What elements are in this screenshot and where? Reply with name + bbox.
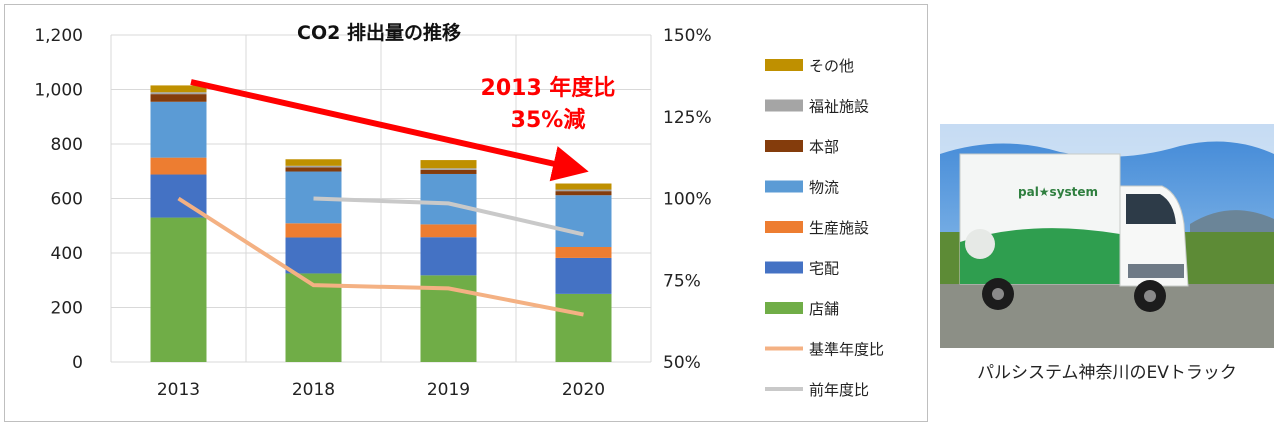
bar-segment xyxy=(420,168,477,170)
bar-segment xyxy=(285,165,342,168)
bar-segment xyxy=(150,85,207,93)
legend-label: 店舗 xyxy=(809,300,839,318)
bar-segment xyxy=(555,183,612,190)
bar-segment xyxy=(420,224,477,238)
legend-swatch xyxy=(765,59,803,71)
legend-swatch xyxy=(765,140,803,152)
bar-segment xyxy=(555,189,612,192)
bar-segment xyxy=(420,173,477,225)
legend-label: 宅配 xyxy=(809,260,839,278)
y2-tick-label: 50% xyxy=(663,353,701,373)
photo-caption: パルシステム神奈川のEVトラック xyxy=(977,363,1237,383)
legend-swatch xyxy=(765,99,803,112)
chart-frame: 0 200 400 600 800 1,000 1,200 50% 75% 100% 125% 150… xyxy=(4,4,928,422)
chart-title: CO2 排出量の推移 xyxy=(297,21,461,44)
bar-segment xyxy=(150,94,207,102)
line-series xyxy=(177,196,584,317)
ev-truck-photo: pal★system xyxy=(940,124,1274,348)
y-tick-label: 600 xyxy=(51,190,83,210)
x-tick-label: 2020 xyxy=(562,380,605,400)
legend-label: 物流 xyxy=(809,179,839,197)
ev-truck-illustration: pal★system xyxy=(940,124,1274,348)
y2-tick-label: 150% xyxy=(663,26,712,46)
truck-mascot xyxy=(965,229,995,259)
annotation-line1: 2013 年度比 xyxy=(481,75,616,101)
bar-segment xyxy=(150,157,207,175)
bar-segment xyxy=(285,273,342,362)
legend-swatch xyxy=(765,302,803,314)
bar-segment xyxy=(150,92,207,95)
bar-segment xyxy=(420,237,477,276)
legend-label: 福祉施設 xyxy=(809,98,869,116)
y2-tick-label: 75% xyxy=(663,271,701,291)
y-tick-label: 800 xyxy=(51,135,83,155)
mountain xyxy=(1190,210,1274,236)
front-hub xyxy=(1144,290,1156,302)
bar-segment xyxy=(555,293,612,362)
legend-label: 前年度比 xyxy=(809,381,869,399)
truck-grille xyxy=(1128,264,1184,278)
legend-swatch xyxy=(765,261,803,274)
bar-segment xyxy=(285,167,342,172)
legend-swatch xyxy=(765,221,803,233)
x-tick-label: 2019 xyxy=(427,380,470,400)
y2-tick-label: 125% xyxy=(663,108,712,128)
annotation-line2: 35%減 xyxy=(511,108,586,133)
co2-chart: 0 200 400 600 800 1,000 1,200 50% 75% 100% 125% 150… xyxy=(34,21,884,400)
bar-segment xyxy=(420,160,477,169)
truck-logo-text: pal★system xyxy=(1018,185,1098,199)
trend-arrow xyxy=(190,79,589,182)
x-tick-label: 2013 xyxy=(157,380,200,400)
bar-segment xyxy=(555,257,612,294)
bar-segment xyxy=(420,169,477,174)
y-tick-label: 1,200 xyxy=(34,26,83,46)
line-series xyxy=(313,196,584,237)
y-tick-label: 400 xyxy=(51,244,83,264)
legend-label: その他 xyxy=(809,57,854,75)
legend-swatch xyxy=(765,180,803,193)
bar-segment xyxy=(555,247,612,258)
x-tick-label: 2018 xyxy=(292,380,335,400)
y-tick-label: 1,000 xyxy=(34,81,83,101)
bar-segment xyxy=(150,101,207,158)
legend-label: 基準年度比 xyxy=(809,341,884,359)
bar-segment xyxy=(150,217,207,362)
legend-label: 本部 xyxy=(809,138,839,156)
y-tick-label: 0 xyxy=(72,353,83,373)
bar-segment xyxy=(285,223,342,238)
clouds xyxy=(940,124,1274,157)
truck-green-stripe xyxy=(960,228,1120,284)
legend-label: 生産施設 xyxy=(809,219,869,237)
rear-hub xyxy=(992,288,1004,300)
truck-windshield xyxy=(1126,194,1176,224)
bar-segment xyxy=(555,191,612,196)
y2-tick-label: 100% xyxy=(663,190,712,210)
bar-segment xyxy=(285,237,342,274)
bar-segment xyxy=(555,195,612,248)
bar-segment xyxy=(285,159,342,166)
y-tick-label: 200 xyxy=(51,299,83,319)
